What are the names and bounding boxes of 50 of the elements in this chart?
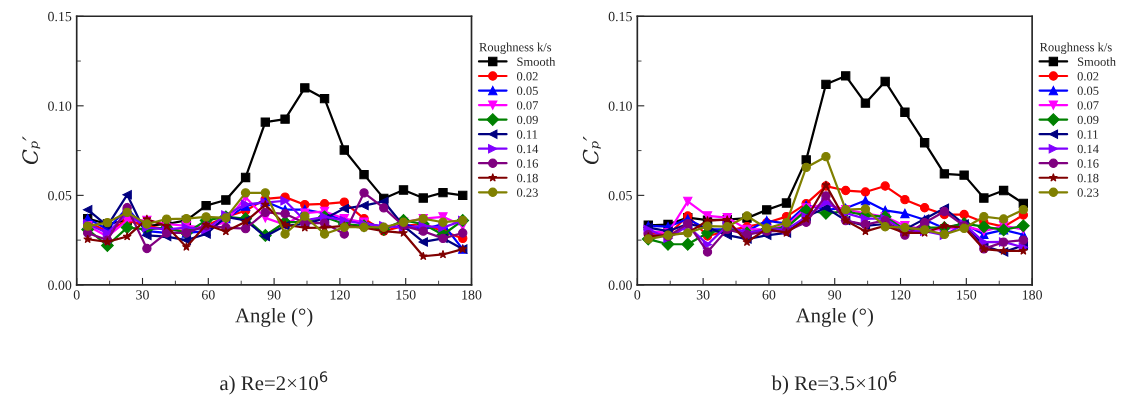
legend-label: 0.07 [516,101,539,110]
x-tick-label: 120 [330,290,350,300]
x-tick-label: 30 [136,290,149,300]
x-tick-label: 60 [762,290,776,300]
y-tick-label: 0.15 [608,11,632,22]
x-axis-title: Angle (°) [795,307,873,327]
y-axis-title: Cₚ′ [582,136,601,165]
legend-label: 0.09 [1077,115,1099,125]
y-tick-label: 0.15 [48,11,72,22]
legend-title: Roughness k/s [479,42,552,54]
legend-label: Smooth [517,57,556,66]
legend-label: 0.14 [516,144,539,154]
x-tick-label: 30 [696,290,710,300]
legend-label: 0.23 [516,188,538,197]
y-tick-label: 0.05 [48,190,72,201]
x-tick-label: 120 [891,290,911,300]
x-tick-label: 150 [957,290,977,300]
legend-label: 0.23 [1077,188,1099,197]
x-tick-label: 180 [1022,290,1043,300]
y-tick-label: 0.00 [608,280,632,290]
y-tick-label: 0.10 [48,101,72,111]
x-axis-title: Angle (°) [235,307,313,327]
legend-label: 0.14 [1077,144,1099,154]
legend-label: 0.02 [516,72,538,81]
legend-label: 0.11 [1077,130,1098,139]
x-tick-label: 90 [267,290,281,300]
legend-label: Smooth [1077,57,1116,66]
legend-label: 0.16 [516,159,539,168]
x-tick-label: 60 [201,290,215,300]
legend-title: Roughness k/s [1039,42,1112,54]
x-tick-label: 90 [828,290,842,300]
x-tick-label: 0 [634,290,641,300]
legend-label: 0.09 [516,115,538,125]
legend-label: 0.05 [1077,86,1099,96]
x-tick-label: 150 [396,290,416,300]
legend-label: 0.11 [516,130,538,139]
legend-label: 0.18 [1077,173,1099,183]
text: a) Re=2×10$^{6}$ [220,371,328,395]
legend-label: 0.07 [1077,101,1099,110]
legend-label: 0.02 [1077,72,1099,81]
legend-label: 0.18 [516,173,538,183]
legend-label: 0.05 [516,86,538,96]
y-tick-label: 0.05 [608,190,632,201]
text: b) Re=3.5×10$^{6}$ [771,371,897,395]
x-tick-label: 0 [73,290,80,300]
y-tick-label: 0.10 [608,101,632,111]
y-axis-title: Cₚ′ [22,136,41,165]
legend-label: 0.16 [1077,159,1099,168]
y-tick-label: 0.00 [48,280,72,290]
x-tick-label: 180 [462,290,482,300]
